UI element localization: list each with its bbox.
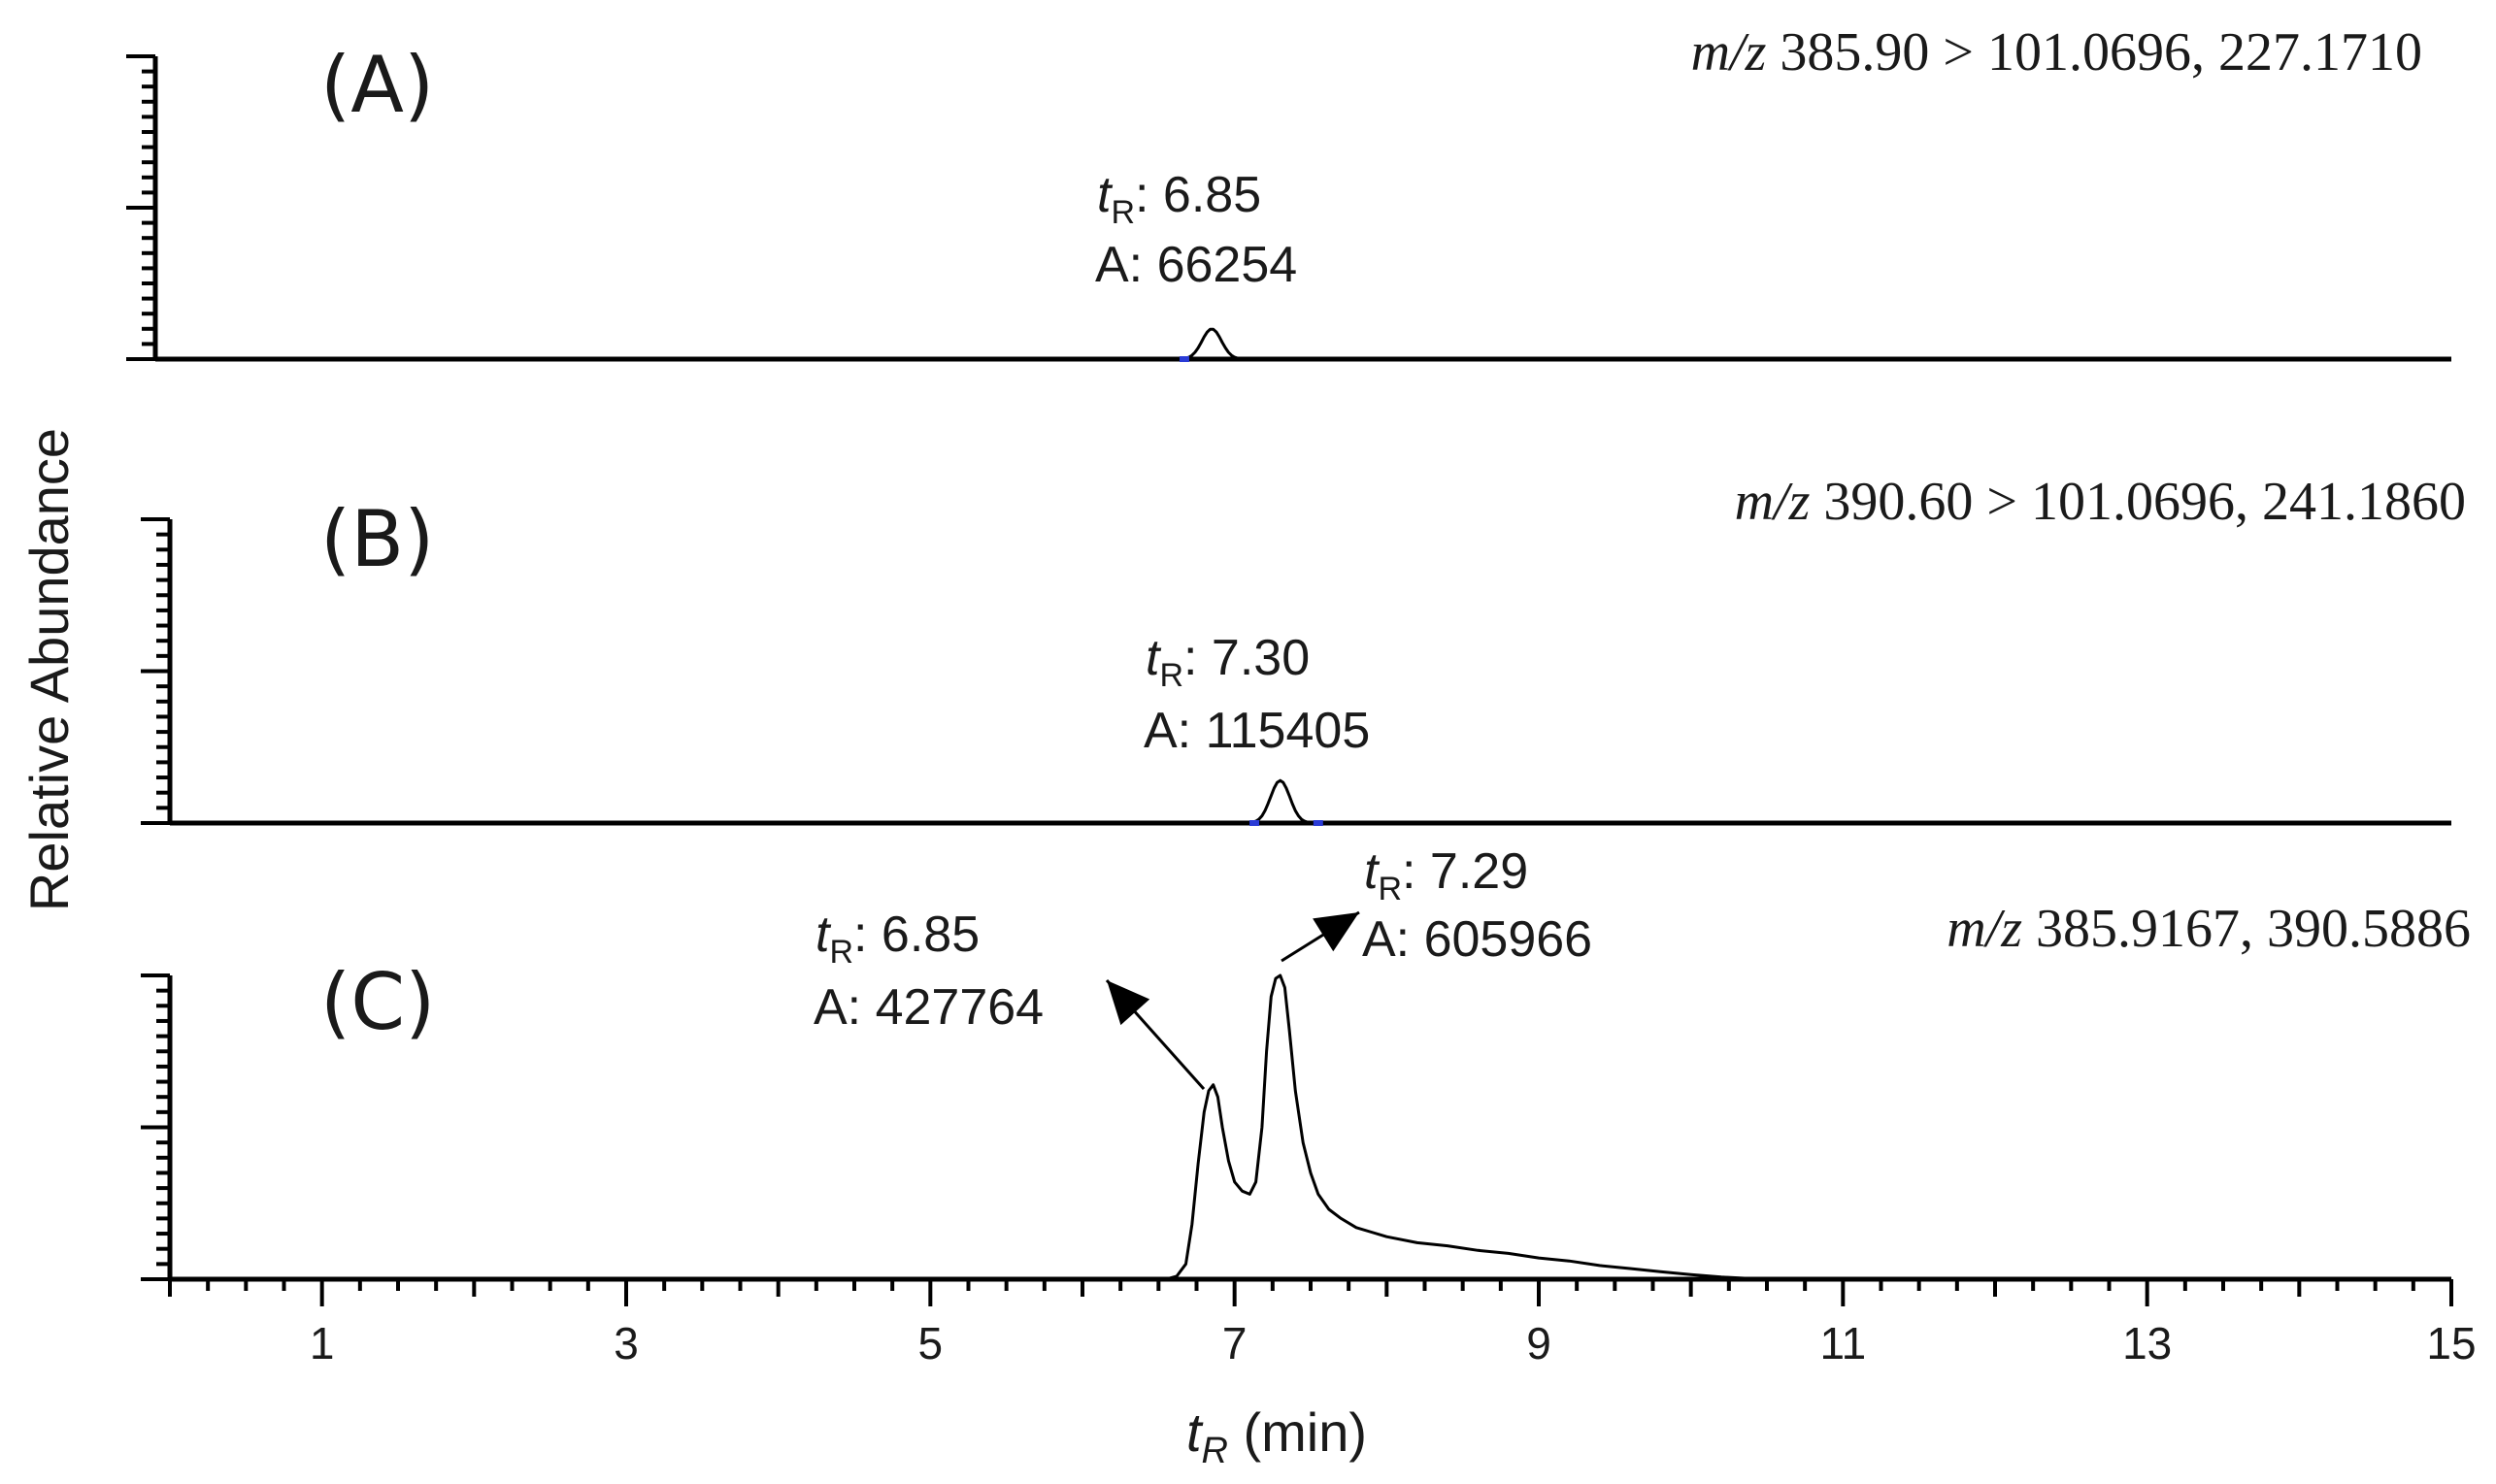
panel-c-peak1-tr-label: tR: 6.85 [815, 907, 980, 971]
panel-c-peak2-arrow-head [1313, 912, 1359, 952]
x-tick-label: 9 [1526, 1318, 1551, 1369]
panel-b-mz-prefix: m/z [1735, 472, 1811, 532]
x-tick-label: 3 [614, 1318, 639, 1369]
panel-b-label: (B) [320, 494, 434, 584]
panel-a-mz-prefix: m/z [1691, 22, 1767, 82]
panel-c-peak1-annotation: tR: 6.85 A: 427764 [814, 907, 1044, 1036]
panel-c-peak2-area-label: A: 605966 [1362, 911, 1592, 968]
panel-a-area-label: A: 66254 [1095, 237, 1297, 293]
x-tick-label: 15 [2426, 1318, 2476, 1369]
panel-c: (C) m/z 385.9167, 390.5886 tR: 6.85 A: 4… [320, 843, 2471, 1047]
panel-c-label: (C) [320, 957, 435, 1047]
panel-c-trace [170, 973, 2452, 1281]
x-tick-label: 5 [918, 1318, 944, 1369]
panel-a-peak-annotation: tR: 6.85 A: 66254 [1095, 167, 1297, 293]
panel-b: (B) m/z 390.60 > 101.0696, 241.1860 tR: … [320, 472, 2466, 759]
panel-c-peak2-annotation: tR: 7.29 A: 605966 [1362, 843, 1592, 968]
x-tick-label: 13 [2122, 1318, 2172, 1369]
panel-b-mz-label: m/z 390.60 > 101.0696, 241.1860 [1735, 472, 2466, 532]
panel-a-tr-label: tR: 6.85 [1097, 167, 1261, 231]
y-axis-title: Relative Abundance [18, 428, 80, 911]
x-tick-label: 1 [310, 1318, 335, 1369]
panel-c-mz-text: 385.9167, 390.5886 [2022, 899, 2471, 959]
panel-a-label: (A) [320, 40, 434, 130]
panel-b-trace [170, 778, 2451, 825]
x-tick-label: 11 [1819, 1318, 1866, 1369]
chart-marks: 1 3 5 7 9 11 13 15 [126, 54, 2477, 1369]
panel-a-mz-label: m/z 385.90 > 101.0696, 227.1710 [1691, 22, 2422, 82]
panel-b-tr-label: tR: 7.30 [1146, 630, 1310, 694]
panel-a: (A) m/z 385.90 > 101.0696, 227.1710 tR: … [320, 22, 2422, 293]
panel-c-peak1-area-label: A: 427764 [814, 979, 1044, 1036]
x-tick-label: 7 [1222, 1318, 1248, 1369]
x-axis-title: tR (min) [1186, 1402, 1367, 1471]
panel-c-mz-prefix: m/z [1947, 899, 2022, 959]
panel-b-peak-annotation: tR: 7.30 A: 115405 [1144, 630, 1370, 759]
panel-a-trace [170, 327, 2451, 361]
panel-a-mz-text: 385.90 > 101.0696, 227.1710 [1766, 22, 2422, 82]
panel-c-mz-label: m/z 385.9167, 390.5886 [1947, 899, 2471, 959]
panel-c-peak2-tr-label: tR: 7.29 [1364, 843, 1528, 907]
panel-c-peak1-arrow-head [1107, 980, 1150, 1026]
panel-b-mz-text: 390.60 > 101.0696, 241.1860 [1810, 472, 2466, 532]
panel-b-area-label: A: 115405 [1144, 703, 1370, 759]
